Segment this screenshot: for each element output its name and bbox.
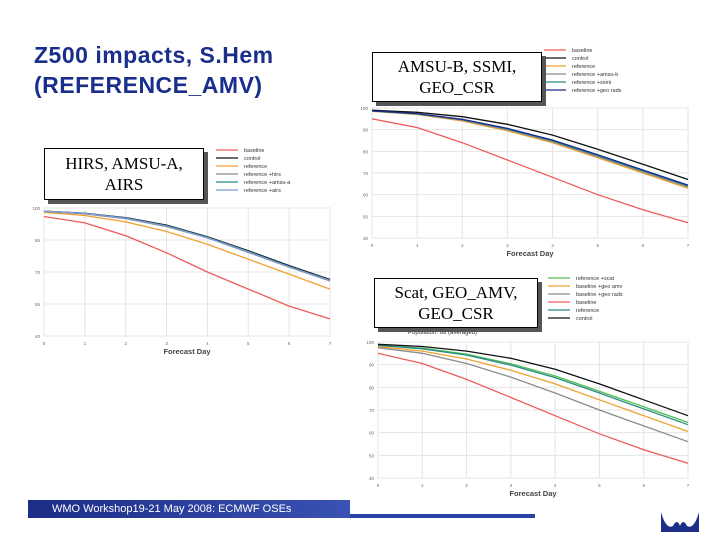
footer-bar: WMO Workshop19-21 May 2008: ECMWF OSEs [28, 500, 350, 518]
x-tick-label: 0 [43, 341, 46, 346]
x-tick-label: 1 [416, 243, 419, 248]
x-tick-label: 5 [598, 483, 601, 488]
y-tick-label: 100 [366, 340, 374, 345]
y-tick-label: 70 [363, 171, 369, 176]
legend-label: baseline +geo amv [576, 284, 623, 290]
series-line [377, 347, 689, 443]
y-tick-label: 90 [369, 363, 375, 368]
series-line [377, 343, 689, 417]
legend-label: control [576, 316, 593, 322]
series-line [377, 352, 689, 464]
series-line [43, 210, 331, 282]
series-line [371, 109, 689, 181]
series-line [377, 345, 689, 433]
callout-scat-geoamv-geocsr: Scat, GEO_AMV, GEO_CSR [374, 278, 538, 328]
x-tick-label: 3 [510, 483, 513, 488]
x-tick-label: 7 [687, 483, 690, 488]
chart-title: Population: 88 (averaged) [408, 330, 477, 336]
x-tick-label: 4 [554, 483, 557, 488]
x-tick-label: 2 [465, 483, 468, 488]
footer-accent-bar [350, 514, 535, 518]
x-tick-label: 3 [506, 243, 509, 248]
x-tick-label: 7 [687, 243, 690, 248]
y-tick-label: 80 [363, 149, 369, 154]
series-line [371, 110, 689, 187]
y-tick-label: 85 [35, 238, 41, 243]
y-tick-label: 70 [35, 270, 41, 275]
legend-label: reference [244, 164, 267, 170]
x-axis-label: Forecast Day [509, 489, 557, 498]
legend-label: reference +hirs [244, 172, 281, 178]
y-tick-label: 50 [369, 453, 375, 458]
x-tick-label: 0 [377, 483, 380, 488]
series-line [43, 210, 331, 281]
y-tick-label: 55 [35, 302, 41, 307]
x-tick-label: 0 [371, 243, 374, 248]
legend-label: reference +amsu-a [244, 180, 291, 186]
x-axis-label: Forecast Day [506, 249, 554, 258]
y-tick-label: 80 [369, 385, 375, 390]
y-tick-label: 100 [360, 106, 368, 111]
y-tick-label: 40 [369, 476, 375, 481]
x-tick-label: 5 [247, 341, 250, 346]
x-tick-label: 4 [206, 341, 209, 346]
x-tick-label: 2 [461, 243, 464, 248]
x-tick-label: 6 [642, 243, 645, 248]
x-tick-label: 5 [596, 243, 599, 248]
legend-label: reference +ssmi [572, 80, 611, 86]
series-line [371, 118, 689, 224]
x-tick-label: 1 [84, 341, 87, 346]
legend-label: reference +scat [576, 276, 615, 282]
series-line [43, 215, 331, 320]
legend-label: reference +airs [244, 188, 281, 194]
z500-chart-left: 0 1 2 3 4 5 6 7 40 55 70 85 100 Forecast Day baseline c… [32, 148, 332, 356]
x-axis-label: Forecast Day [163, 347, 211, 356]
series-line [43, 211, 331, 290]
y-tick-label: 100 [32, 206, 40, 211]
x-tick-label: 7 [329, 341, 332, 346]
legend-label: reference [576, 308, 599, 314]
series-line [371, 110, 689, 188]
callout-hirs-amsua-airs: HIRS, AMSU-A, AIRS [44, 148, 204, 200]
x-tick-label: 6 [288, 341, 291, 346]
series-line [43, 210, 331, 281]
legend-label: baseline [244, 148, 265, 154]
y-tick-label: 40 [35, 334, 41, 339]
series-line [371, 110, 689, 189]
legend-label: baseline [572, 48, 593, 54]
x-tick-label: 4 [551, 243, 554, 248]
ecmwf-logo-icon [661, 512, 699, 532]
z500-chart-top-right: 0 1 2 3 4 5 6 7 40 50 60 70 80 90 100 Forecast Day basel… [360, 48, 690, 258]
y-tick-label: 70 [369, 408, 375, 413]
x-tick-label: 2 [124, 341, 127, 346]
series-line [377, 344, 689, 424]
y-tick-label: 60 [369, 431, 375, 436]
legend-label: reference [572, 64, 595, 70]
legend-label: control [244, 156, 261, 162]
y-tick-label: 90 [363, 128, 369, 133]
series-line [371, 110, 689, 186]
y-tick-label: 60 [363, 193, 369, 198]
x-tick-label: 3 [165, 341, 168, 346]
y-tick-label: 50 [363, 214, 369, 219]
callout-amsub-ssmi-geocsr: AMSU-B, SSMI, GEO_CSR [372, 52, 542, 102]
series-line [377, 344, 689, 426]
series-line [43, 210, 331, 282]
z500-chart-bottom-right: 0 1 2 3 4 5 6 7 40 50 60 70 80 90 100 Forecast Day Popul… [366, 276, 690, 498]
x-tick-label: 1 [421, 483, 424, 488]
x-tick-label: 6 [642, 483, 645, 488]
legend-label: reference +geo rads [572, 88, 622, 94]
legend-label: baseline [576, 300, 597, 306]
legend-label: baseline +geo rads [576, 292, 623, 298]
legend-label: reference +amsu-b [572, 72, 618, 78]
y-tick-label: 40 [363, 236, 369, 241]
legend-label: control [572, 56, 589, 62]
slide-title: Z500 impacts, S.Hem (REFERENCE_AMV) [34, 42, 274, 98]
